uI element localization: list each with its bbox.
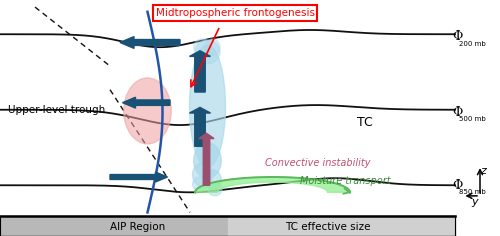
Text: TC: TC bbox=[357, 116, 373, 129]
Text: 850 mb: 850 mb bbox=[459, 189, 486, 195]
Ellipse shape bbox=[194, 143, 221, 178]
Text: z: z bbox=[480, 166, 486, 176]
Text: TC effective size: TC effective size bbox=[285, 222, 370, 232]
Text: Φ: Φ bbox=[452, 30, 463, 43]
Ellipse shape bbox=[190, 45, 226, 168]
Ellipse shape bbox=[124, 78, 171, 144]
Ellipse shape bbox=[192, 163, 212, 186]
Ellipse shape bbox=[194, 39, 211, 55]
Bar bbox=[228, 216, 455, 236]
Text: Moisture transport: Moisture transport bbox=[300, 176, 390, 185]
Bar bbox=[0, 216, 455, 236]
Text: y: y bbox=[471, 197, 478, 207]
FancyArrow shape bbox=[190, 107, 210, 146]
Text: 500 mb: 500 mb bbox=[459, 116, 486, 122]
Text: Φ: Φ bbox=[452, 179, 463, 192]
FancyArrow shape bbox=[110, 172, 168, 182]
Text: 200 mb: 200 mb bbox=[459, 41, 486, 47]
FancyArrow shape bbox=[120, 37, 180, 48]
Ellipse shape bbox=[205, 39, 220, 55]
Polygon shape bbox=[195, 177, 350, 192]
Ellipse shape bbox=[208, 182, 222, 196]
Text: Convective instability: Convective instability bbox=[265, 158, 370, 168]
Ellipse shape bbox=[192, 177, 208, 191]
Text: Φ: Φ bbox=[452, 105, 463, 119]
FancyArrow shape bbox=[122, 97, 170, 108]
Ellipse shape bbox=[204, 170, 221, 189]
FancyArrow shape bbox=[199, 133, 214, 185]
Text: Upper-level trough: Upper-level trough bbox=[8, 105, 105, 115]
FancyArrow shape bbox=[190, 51, 210, 92]
Ellipse shape bbox=[195, 40, 220, 64]
Text: Midtropospheric frontogenesis: Midtropospheric frontogenesis bbox=[156, 8, 314, 18]
Text: AIP Region: AIP Region bbox=[110, 222, 165, 232]
